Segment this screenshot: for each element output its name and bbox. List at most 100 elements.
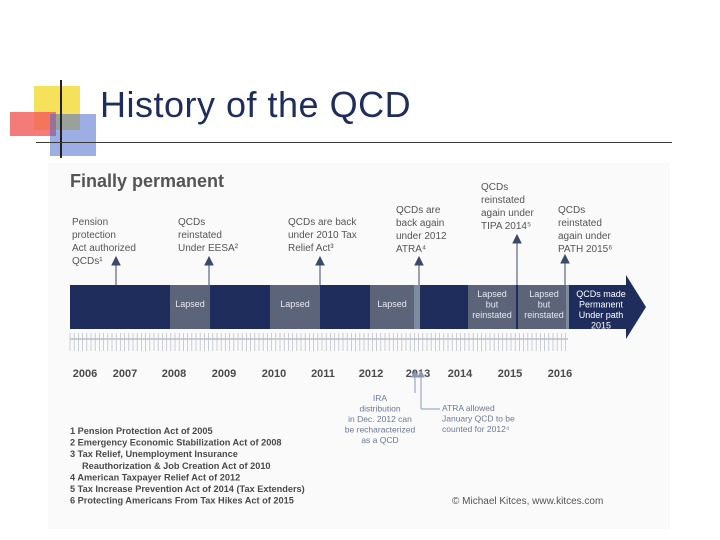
lapsed-reinstated-segment-2015 xyxy=(518,285,566,329)
text-line: QCDs xyxy=(481,182,508,193)
lapsed-segment-2008 xyxy=(170,285,210,329)
year-label-2010: 2010 xyxy=(262,368,286,380)
text-line: January QCD to be xyxy=(442,414,515,424)
text-line: under 2012 xyxy=(396,231,447,242)
footnote-line: 1 Pension Protection Act of 2005 xyxy=(70,426,213,436)
timeline-svg: Finally permanent Pension protection Act a… xyxy=(69,171,646,507)
event-label-2015: QCDs reinstated again under PATH 2015⁶ xyxy=(558,205,612,255)
note-arrowhead-ira xyxy=(411,369,419,378)
text-line: Lapsed xyxy=(477,289,507,299)
footnote-line: 6 Protecting Americans From Tax Hikes Ac… xyxy=(70,496,294,506)
year-label-2009: 2009 xyxy=(212,368,236,380)
bar-label-lapsed-2008: Lapsed xyxy=(175,299,205,309)
text-line: QCDs xyxy=(178,217,205,228)
text-line: distribution xyxy=(359,404,400,414)
text-line: protection xyxy=(72,230,116,241)
event-label-2006: Pension protection Act authorized QCDs¹ xyxy=(72,217,136,267)
text-line: Under path xyxy=(579,310,624,320)
timeline-bar xyxy=(70,275,646,339)
year-label-2012: 2012 xyxy=(359,368,383,380)
text-line: Relief Act³ xyxy=(288,243,334,254)
bar-label-permanent: QCDs made Permanent Under path 2015 xyxy=(576,289,626,331)
slide-title: History of the QCD xyxy=(100,84,412,125)
footnote-line: 3 Tax Relief, Unemployment Insurance xyxy=(70,449,238,459)
figure-heading: Finally permanent xyxy=(70,171,224,191)
deco-blue-square xyxy=(50,114,96,156)
text-line: QCDs are xyxy=(396,205,441,216)
text-line: counted for 2012⁴ xyxy=(442,424,510,434)
event-label-2008: QCDs reinstated Under EESA² xyxy=(178,217,239,254)
year-ruler xyxy=(69,333,568,351)
text-line: Act authorized xyxy=(72,243,136,254)
gap-marker-2013 xyxy=(414,285,420,329)
ruler-ticks xyxy=(69,333,566,351)
text-line: Lapsed xyxy=(377,299,407,309)
year-label-2016: 2016 xyxy=(548,368,572,380)
timeline-bar-arrowhead xyxy=(626,275,646,339)
bar-label-lapsed-2015: Lapsed but reinstated xyxy=(524,289,564,320)
deco-red-bar xyxy=(10,112,56,136)
text-line: again under xyxy=(558,231,611,242)
text-line: Permanent xyxy=(579,300,624,310)
text-line: TIPA 2014⁵ xyxy=(481,221,531,232)
year-label-2013: 2013 xyxy=(406,368,430,380)
event-arrowhead-2008 xyxy=(204,255,214,266)
text-line: reinstated xyxy=(524,310,564,320)
bar-label-lapsed-2012: Lapsed xyxy=(377,299,407,309)
lapsed-segment-2010 xyxy=(270,285,320,329)
text-line: back again xyxy=(396,218,444,229)
text-line: QCDs¹ xyxy=(72,256,103,267)
text-line: under 2010 Tax xyxy=(288,230,357,241)
text-line: Lapsed xyxy=(175,299,205,309)
note-arrows xyxy=(411,369,440,410)
footnote-line: 5 Tax Increase Prevention Act of 2014 (T… xyxy=(70,484,305,494)
text-line: 2015 xyxy=(591,321,611,331)
bar-label-lapsed-2014: Lapsed but reinstated xyxy=(472,289,512,320)
text-line: Lapsed xyxy=(280,299,310,309)
event-label-2012: QCDs are back again under 2012 ATRA⁴ xyxy=(396,205,447,255)
event-arrowhead-2012 xyxy=(414,255,424,266)
gap-marker-2015 xyxy=(566,285,569,329)
text-line: Under EESA² xyxy=(178,243,239,254)
year-label-2014: 2014 xyxy=(448,368,473,380)
bar-label-lapsed-2010: Lapsed xyxy=(280,299,310,309)
text-line: Lapsed xyxy=(529,289,559,299)
event-arrows xyxy=(111,233,570,285)
timeline-figure: Finally permanent Pension protection Act a… xyxy=(48,163,670,529)
text-line: again under xyxy=(481,208,534,219)
text-line: Pension xyxy=(72,217,108,228)
text-line: QCDs xyxy=(558,205,585,216)
event-label-2014: QCDs reinstated again under TIPA 2014⁵ xyxy=(481,182,534,232)
text-line: reinstated xyxy=(558,218,602,229)
note-ira-distribution: IRA distribution in Dec. 2012 can be rechar… xyxy=(345,393,416,445)
text-line: in Dec. 2012 can xyxy=(348,414,412,424)
event-arrowhead-2010 xyxy=(315,255,325,266)
note-atra-january: ATRA allowed January QCD to be counted for… xyxy=(442,403,515,434)
event-arrowhead-2015 xyxy=(560,253,570,264)
year-label-2008: 2008 xyxy=(162,368,186,380)
text-line: ATRA⁴ xyxy=(396,244,426,255)
text-line: but xyxy=(538,300,551,310)
text-line: QCDs are back xyxy=(288,217,357,228)
text-line: IRA xyxy=(373,393,388,403)
title-divider xyxy=(36,142,672,143)
lapsed-reinstated-segment-2014 xyxy=(468,285,516,329)
footnote-line: Reauthorization & Job Creation Act of 20… xyxy=(82,461,271,471)
note-arrowhead-atra xyxy=(417,369,425,378)
deco-vertical-line xyxy=(60,80,62,158)
text-line: as a QCD xyxy=(361,435,398,445)
year-label-2007: 2007 xyxy=(113,368,137,380)
footnote-line: 4 American Taxpayer Relief Act of 2012 xyxy=(70,472,240,482)
event-arrowhead-2014 xyxy=(512,233,522,244)
text-line: reinstated xyxy=(472,310,512,320)
footnote-line: 2 Emergency Economic Stabilization Act o… xyxy=(70,438,282,448)
lapsed-segment-2012 xyxy=(370,285,416,329)
text-line: QCDs made xyxy=(576,289,626,299)
text-line: ATRA allowed xyxy=(442,403,495,413)
text-line: PATH 2015⁶ xyxy=(558,244,612,255)
year-label-2015: 2015 xyxy=(498,368,522,380)
text-line: reinstated xyxy=(178,230,222,241)
year-label-2006: 2006 xyxy=(73,368,97,380)
text-line: reinstated xyxy=(481,195,525,206)
year-label-2011: 2011 xyxy=(311,368,335,380)
